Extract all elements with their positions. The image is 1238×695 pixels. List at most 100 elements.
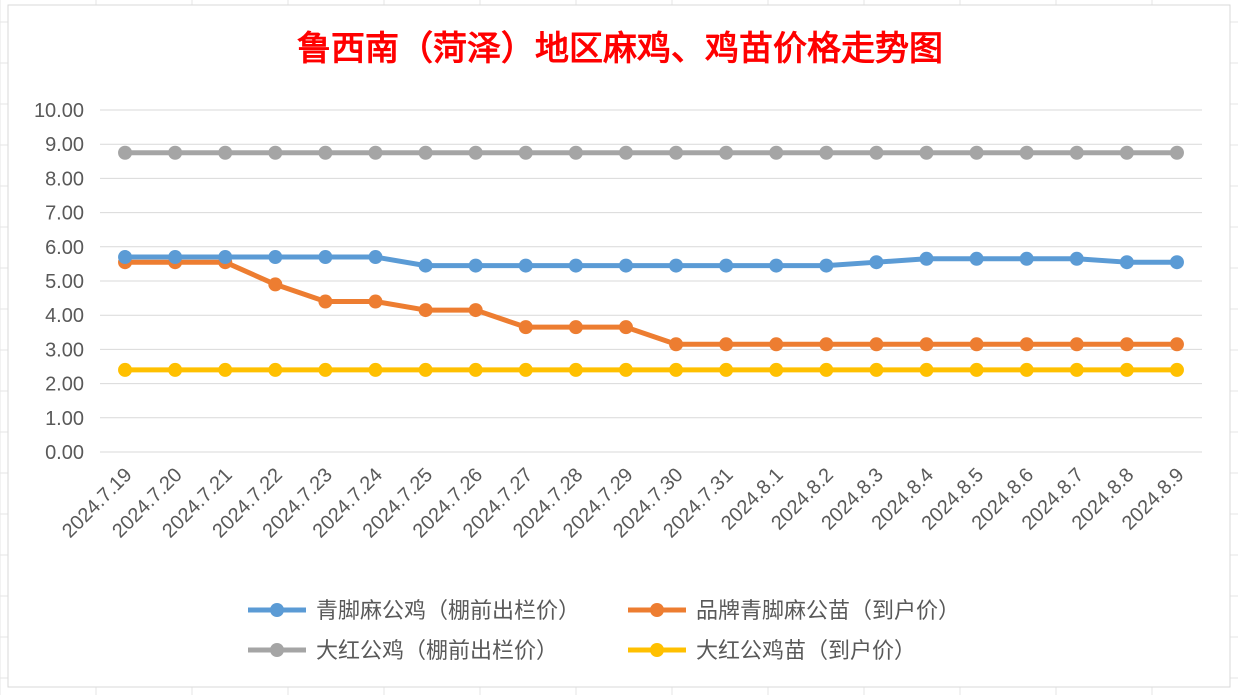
data-point xyxy=(568,258,583,273)
y-tick-label: 5.00 xyxy=(45,271,84,293)
data-point xyxy=(368,362,383,377)
data-point xyxy=(1169,337,1184,352)
data-point xyxy=(418,145,433,160)
y-tick-label: 8.00 xyxy=(45,168,84,190)
data-point xyxy=(618,320,633,335)
data-point xyxy=(468,303,483,318)
y-tick-label: 7.00 xyxy=(45,203,84,225)
y-tick-label: 2.00 xyxy=(45,374,84,396)
data-point xyxy=(719,337,734,352)
data-point xyxy=(568,320,583,335)
data-point xyxy=(669,337,684,352)
y-tick-label: 1.00 xyxy=(45,408,84,430)
data-point xyxy=(318,362,333,377)
data-point xyxy=(118,362,133,377)
legend: 青脚麻公鸡（棚前出栏价） 品牌青脚麻公苗（到户价） 大红公鸡（棚前出栏价） 大红公鸡苗… xyxy=(248,599,960,664)
data-point xyxy=(318,250,333,265)
data-point xyxy=(168,250,183,265)
data-point xyxy=(769,258,784,273)
data-point xyxy=(168,145,183,160)
data-point xyxy=(719,258,734,273)
data-point xyxy=(218,145,233,160)
legend-label: 大红公鸡（棚前出栏价） xyxy=(316,639,558,664)
data-point xyxy=(418,258,433,273)
data-point xyxy=(1019,337,1034,352)
data-point xyxy=(268,362,283,377)
data-point xyxy=(218,250,233,265)
data-point xyxy=(1069,251,1084,266)
data-point xyxy=(769,362,784,377)
data-point xyxy=(118,145,133,160)
data-point xyxy=(268,277,283,292)
legend-item: 大红公鸡苗（到户价） xyxy=(628,639,916,664)
legend-label: 品牌青脚麻公苗（到户价） xyxy=(696,599,960,624)
data-point xyxy=(1169,362,1184,377)
series-line xyxy=(122,254,1180,269)
data-point xyxy=(168,362,183,377)
data-point xyxy=(618,362,633,377)
data-point xyxy=(318,145,333,160)
data-point xyxy=(518,258,533,273)
data-point xyxy=(218,362,233,377)
data-point xyxy=(719,145,734,160)
series-line xyxy=(122,259,1180,347)
y-tick-label: 3.00 xyxy=(45,339,84,361)
data-point xyxy=(1169,255,1184,270)
data-point xyxy=(268,145,283,160)
series-1 xyxy=(118,255,1184,352)
data-point xyxy=(468,258,483,273)
data-point xyxy=(1119,145,1134,160)
data-point xyxy=(969,251,984,266)
legend-label: 青脚麻公鸡（棚前出栏价） xyxy=(316,599,580,624)
y-tick-label: 10.00 xyxy=(34,100,84,122)
data-point xyxy=(869,255,884,270)
data-point xyxy=(518,362,533,377)
data-point xyxy=(368,250,383,265)
data-point xyxy=(1069,337,1084,352)
data-point xyxy=(1119,255,1134,270)
data-point xyxy=(969,337,984,352)
legend-swatch-marker xyxy=(270,643,284,657)
data-point xyxy=(318,294,333,309)
y-tick-label: 0.00 xyxy=(45,442,84,464)
series-0 xyxy=(118,250,1184,273)
data-point xyxy=(869,337,884,352)
data-point xyxy=(669,258,684,273)
y-tick-label: 6.00 xyxy=(45,237,84,259)
data-point xyxy=(969,362,984,377)
y-tick-label: 9.00 xyxy=(45,134,84,156)
legend-swatch-marker xyxy=(650,643,664,657)
data-point xyxy=(268,250,283,265)
data-point xyxy=(819,337,834,352)
series-2 xyxy=(118,145,1184,160)
legend-item: 大红公鸡（棚前出栏价） xyxy=(248,639,558,664)
data-point xyxy=(1069,362,1084,377)
data-point xyxy=(1019,145,1034,160)
data-point xyxy=(969,145,984,160)
data-point xyxy=(618,145,633,160)
data-point xyxy=(118,250,133,265)
legend-item: 品牌青脚麻公苗（到户价） xyxy=(628,599,960,624)
legend-swatch-marker xyxy=(270,603,284,617)
data-point xyxy=(769,337,784,352)
data-point xyxy=(919,337,934,352)
y-axis-ticks: 0.00 1.00 2.00 3.00 4.00 5.00 6.00 7.00 8.00 9.00… xyxy=(34,100,84,464)
chart-title: 鲁西南（菏泽）地区麻鸡、鸡苗价格走势图 xyxy=(297,29,943,69)
data-point xyxy=(669,145,684,160)
data-point xyxy=(919,362,934,377)
data-point xyxy=(1119,362,1134,377)
data-point xyxy=(919,251,934,266)
data-point xyxy=(919,145,934,160)
data-point xyxy=(418,362,433,377)
data-point xyxy=(368,294,383,309)
legend-swatch-marker xyxy=(650,603,664,617)
data-point xyxy=(819,258,834,273)
data-point xyxy=(869,362,884,377)
data-point xyxy=(1069,145,1084,160)
series-3 xyxy=(118,362,1184,377)
data-point xyxy=(468,145,483,160)
data-point xyxy=(518,320,533,335)
data-point xyxy=(518,145,533,160)
data-point xyxy=(568,145,583,160)
